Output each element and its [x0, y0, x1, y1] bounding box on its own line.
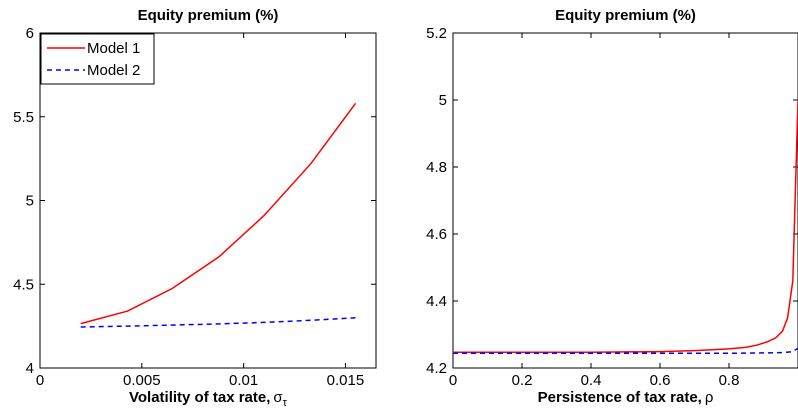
- y-tick-label: 4.8: [426, 159, 447, 176]
- x-tick-label: 0.2: [512, 372, 533, 389]
- chart-2: Equity premium (%) 0 0.2 0.4 0.6 0.8 4.2 4.4 4.6…: [426, 7, 798, 406]
- y-tick-label: 4.6: [426, 226, 447, 243]
- legend: Model 1 Model 2: [40, 33, 155, 85]
- legend-label: Model 2: [87, 62, 140, 79]
- y-tick-label: 6: [26, 25, 34, 42]
- y-tick-label: 4.4: [426, 293, 447, 310]
- x-axis-label: Volatility of tax rate, στ: [129, 389, 288, 409]
- legend-box: [40, 33, 155, 85]
- series-line-model-2: [453, 347, 798, 355]
- legend-label: Model 1: [87, 40, 140, 57]
- x-tick-label: 0.4: [581, 372, 602, 389]
- x-axis-label-symbol: σ: [273, 389, 283, 406]
- x-tick-label: 0: [36, 372, 44, 389]
- chart-1: Equity premium (%) 0 0.005 0.01 0.015 4 4.5 5 5.…: [13, 7, 377, 409]
- y-tick-label: 5.5: [13, 109, 34, 126]
- x-tick-label: 0.015: [327, 372, 365, 389]
- x-tick-label: 0: [449, 372, 457, 389]
- x-axis-label-text: Volatility of tax rate,: [129, 389, 270, 406]
- x-tick-label: 0.6: [650, 372, 671, 389]
- series-line-model-1: [453, 99, 798, 354]
- y-tick-label: 4.5: [13, 276, 34, 293]
- plot-area: [39, 32, 377, 369]
- y-tick-label: 5: [439, 92, 447, 109]
- x-axis-label-symbol: ρ: [705, 389, 714, 406]
- x-tick-label: 0.8: [719, 372, 740, 389]
- chart-title: Equity premium (%): [555, 7, 696, 24]
- y-tick-label: 4: [26, 360, 34, 377]
- x-axis-label: Persistence of tax rate, ρ: [538, 389, 714, 406]
- y-tick-label: 5.2: [426, 25, 447, 42]
- x-tick-label: 0.01: [229, 372, 258, 389]
- x-axis-label-text: Persistence of tax rate,: [538, 389, 702, 406]
- x-tick-label: 0.005: [123, 372, 161, 389]
- chart-title: Equity premium (%): [138, 7, 279, 24]
- y-tick-label: 5: [26, 193, 34, 210]
- y-tick-label: 4.2: [426, 360, 447, 377]
- plot-area: [452, 32, 798, 369]
- x-axis-label-subscript: τ: [283, 397, 288, 409]
- series-line-model-1: [80, 102, 357, 325]
- series-line-model-2: [80, 317, 356, 328]
